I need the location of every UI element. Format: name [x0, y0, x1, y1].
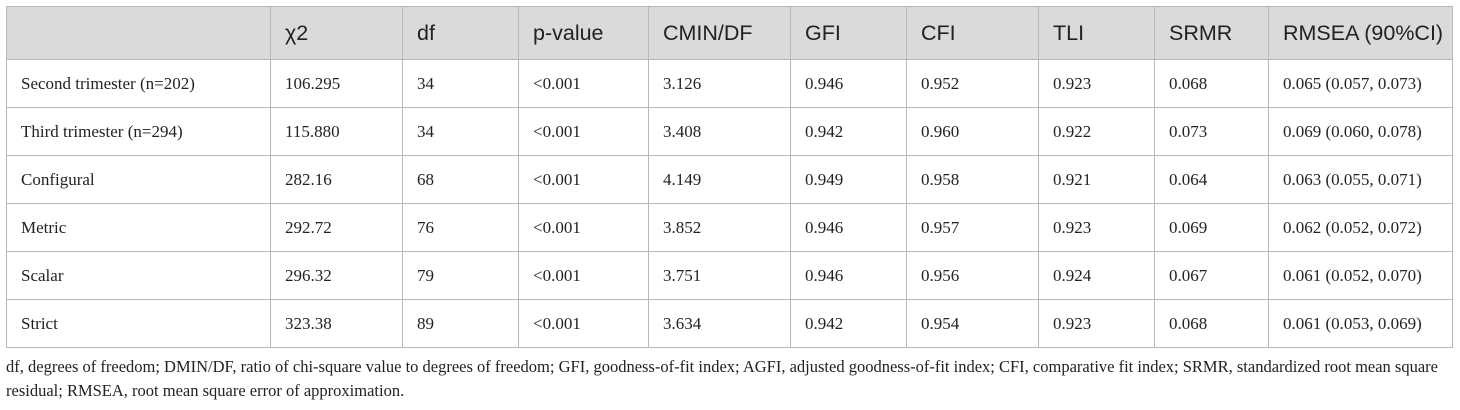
table-cell: 0.960	[906, 107, 1039, 156]
table-cell: 0.067	[1154, 251, 1269, 300]
table-cell: 0.942	[790, 299, 907, 348]
table-cell: 0.957	[906, 203, 1039, 252]
table-cell: 0.942	[790, 107, 907, 156]
table-row: Second trimester (n=202) 106.295 34 <0.0…	[6, 59, 1453, 108]
table-row: Configural 282.16 68 <0.001 4.149 0.949 …	[6, 155, 1453, 204]
header-cell-srmr: SRMR	[1154, 6, 1269, 60]
table-cell: 0.921	[1038, 155, 1155, 204]
table-cell: 0.068	[1154, 59, 1269, 108]
table-row: Third trimester (n=294) 115.880 34 <0.00…	[6, 107, 1453, 156]
table-cell: 115.880	[270, 107, 403, 156]
table-cell: 0.068	[1154, 299, 1269, 348]
table-cell: 79	[402, 251, 519, 300]
table-cell: 0.958	[906, 155, 1039, 204]
table-cell: 3.126	[648, 59, 791, 108]
table-cell: Second trimester (n=202)	[6, 59, 271, 108]
table-cell: 0.952	[906, 59, 1039, 108]
table-cell: 0.061 (0.053, 0.069)	[1268, 299, 1453, 348]
table-cell: Third trimester (n=294)	[6, 107, 271, 156]
table-cell: 0.065 (0.057, 0.073)	[1268, 59, 1453, 108]
header-cell-gfi: GFI	[790, 6, 907, 60]
table-container: χ2 df p-value CMIN/DF GFI CFI TLI SRMR R…	[6, 6, 1454, 348]
header-cell-cmin-df: CMIN/DF	[648, 6, 791, 60]
header-cell-rmsea: RMSEA (90%CI)	[1268, 6, 1453, 60]
table-cell: 3.634	[648, 299, 791, 348]
table-cell: 0.923	[1038, 59, 1155, 108]
table-cell: 296.32	[270, 251, 403, 300]
header-row: χ2 df p-value CMIN/DF GFI CFI TLI SRMR R…	[6, 6, 1453, 60]
fit-indices-table: χ2 df p-value CMIN/DF GFI CFI TLI SRMR R…	[6, 6, 1453, 348]
table-cell: 0.946	[790, 59, 907, 108]
table-footnote: df, degrees of freedom; DMIN/DF, ratio o…	[6, 357, 1438, 400]
table-cell: 0.949	[790, 155, 907, 204]
table-cell: 34	[402, 59, 519, 108]
table-cell: 4.149	[648, 155, 791, 204]
table-cell: 0.946	[790, 203, 907, 252]
table-cell: 89	[402, 299, 519, 348]
table-cell: 3.751	[648, 251, 791, 300]
table-row: Scalar 296.32 79 <0.001 3.751 0.946 0.95…	[6, 251, 1453, 300]
table-cell: 3.852	[648, 203, 791, 252]
header-cell-chi2: χ2	[270, 6, 403, 60]
table-cell: <0.001	[518, 59, 649, 108]
header-cell-tli: TLI	[1038, 6, 1155, 60]
header-cell-cfi: CFI	[906, 6, 1039, 60]
table-cell: 0.069	[1154, 203, 1269, 252]
header-cell-p-value: p-value	[518, 6, 649, 60]
table-cell: <0.001	[518, 107, 649, 156]
table-cell: Strict	[6, 299, 271, 348]
table-cell: 0.954	[906, 299, 1039, 348]
table-cell: 34	[402, 107, 519, 156]
table-cell: <0.001	[518, 203, 649, 252]
table-cell: 0.064	[1154, 155, 1269, 204]
table-cell: 0.069 (0.060, 0.078)	[1268, 107, 1453, 156]
header-cell-df: df	[402, 6, 519, 60]
table-cell: 0.946	[790, 251, 907, 300]
table-cell: 68	[402, 155, 519, 204]
header-cell-label	[6, 6, 271, 60]
table-cell: 282.16	[270, 155, 403, 204]
table-cell: 0.924	[1038, 251, 1155, 300]
table-cell: Metric	[6, 203, 271, 252]
table-cell: Configural	[6, 155, 271, 204]
table-cell: 0.923	[1038, 299, 1155, 348]
table-cell: 0.073	[1154, 107, 1269, 156]
table-row: Strict 323.38 89 <0.001 3.634 0.942 0.95…	[6, 299, 1453, 348]
table-cell: <0.001	[518, 299, 649, 348]
table-cell: Scalar	[6, 251, 271, 300]
table-cell: 0.956	[906, 251, 1039, 300]
table-cell: 0.923	[1038, 203, 1155, 252]
table-cell: 76	[402, 203, 519, 252]
table-cell: 292.72	[270, 203, 403, 252]
table-cell: 0.061 (0.052, 0.070)	[1268, 251, 1453, 300]
table-cell: 106.295	[270, 59, 403, 108]
table-cell: <0.001	[518, 251, 649, 300]
table-cell: <0.001	[518, 155, 649, 204]
table-row: Metric 292.72 76 <0.001 3.852 0.946 0.95…	[6, 203, 1453, 252]
table-cell: 323.38	[270, 299, 403, 348]
table-cell: 0.922	[1038, 107, 1155, 156]
table-cell: 0.063 (0.055, 0.071)	[1268, 155, 1453, 204]
table-cell: 0.062 (0.052, 0.072)	[1268, 203, 1453, 252]
table-cell: 3.408	[648, 107, 791, 156]
